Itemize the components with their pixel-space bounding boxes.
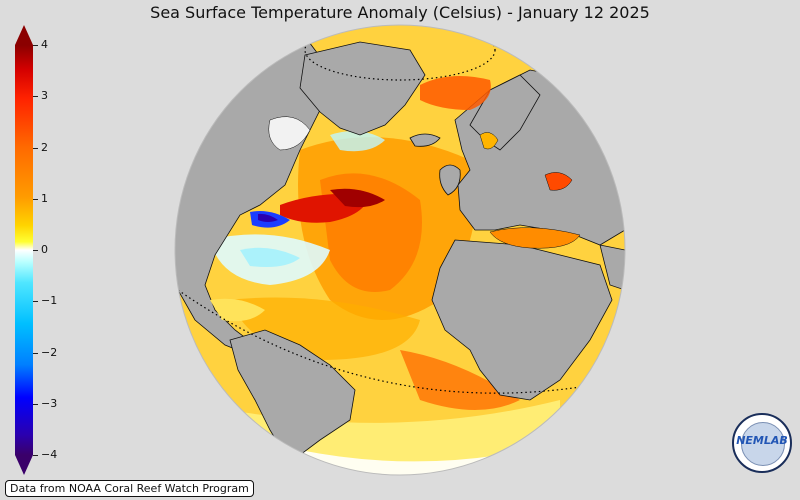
- map-title: Sea Surface Temperature Anomaly (Celsius…: [150, 3, 650, 22]
- iceland: [409, 133, 441, 147]
- africa: [431, 239, 613, 401]
- barents-warm-patch: [420, 76, 491, 110]
- black-sea: [544, 172, 573, 191]
- colorbar-tick-label: −4: [41, 448, 58, 461]
- arabian-peninsula: [599, 244, 625, 291]
- colorbar-tick-label: 4: [41, 38, 48, 51]
- colorbar-extend-min-arrow: [15, 455, 33, 475]
- baltic-sea: [479, 132, 499, 150]
- greenland: [299, 41, 426, 136]
- colorbar-tick-label: −3: [41, 396, 58, 410]
- british-isles: [439, 164, 461, 196]
- colorbar-tick-mark: [33, 198, 38, 200]
- colorbar-tick-label: 1: [41, 191, 48, 205]
- colorbar-tick-mark: [33, 352, 38, 354]
- colorbar-tick-label: 3: [41, 89, 48, 103]
- colorbar-tick-mark: [33, 455, 38, 456]
- cold-anomaly-core: [258, 213, 278, 222]
- colorbar-tick-mark: [33, 403, 38, 405]
- colorbar-tick-label: −1: [41, 294, 58, 308]
- mediterranean-sea: [489, 227, 581, 249]
- colorbar-tick-label: −2: [41, 345, 58, 359]
- data-source-note: Data from NOAA Coral Reef Watch Program: [5, 480, 254, 497]
- colorbar-tick-mark: [33, 147, 38, 149]
- arctic-circle-line: [304, 25, 496, 81]
- gulf-stream-max: [330, 188, 385, 208]
- logo-text: NEMLAB: [736, 434, 788, 447]
- colorbar-tick-mark: [33, 45, 38, 46]
- south-america: [229, 329, 356, 456]
- south-atlantic-warm: [400, 350, 520, 410]
- colorbar: [15, 45, 33, 455]
- colorbar-tick-label: 0: [41, 243, 48, 256]
- colorbar-extend-max-arrow: [15, 25, 33, 45]
- globe-outline: [174, 24, 626, 476]
- caribbean-sea: [210, 298, 265, 322]
- labrador-cool-zone: [330, 131, 385, 152]
- colorbar-tick-mark: [33, 301, 38, 303]
- logo-globe-icon: [741, 422, 785, 466]
- cool-anomaly-zone: [240, 247, 300, 267]
- hudson-bay: [268, 116, 311, 151]
- colorbar-tick-mark: [33, 96, 38, 98]
- nemlab-logo: NEMLAB: [732, 413, 792, 473]
- colorbar-tick-label: 2: [41, 140, 48, 154]
- colorbar-tick-mark: [33, 250, 38, 251]
